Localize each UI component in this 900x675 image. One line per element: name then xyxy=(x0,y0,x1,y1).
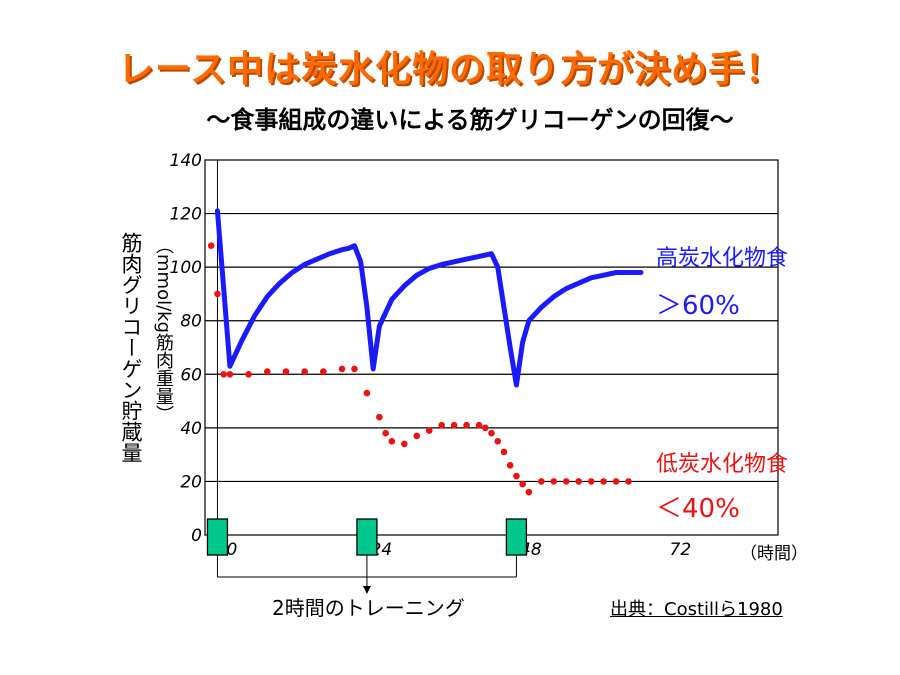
series-low-carb-point-0 xyxy=(207,242,215,250)
chart-grid xyxy=(204,159,779,536)
series-low-carb-point-19 xyxy=(450,421,458,429)
plot-frame xyxy=(204,159,779,536)
series-layer xyxy=(207,208,644,496)
y-tick-80: 80 xyxy=(180,312,202,332)
series-low-carb-point-7 xyxy=(301,368,308,375)
series-low-carb-point-6 xyxy=(282,368,290,375)
y-tick-60: 60 xyxy=(180,365,202,385)
series-low-carb-point-2 xyxy=(220,370,227,378)
series-low-carb-point-3 xyxy=(226,370,234,378)
series-low-carb-point-10 xyxy=(351,365,358,373)
series-low-carb-point-33 xyxy=(575,478,582,485)
series-low-carb-point-13 xyxy=(382,429,389,437)
series-low-carb-point-35 xyxy=(600,478,607,485)
series-low-carb-point-1 xyxy=(214,290,221,298)
training-session-marker-0 xyxy=(206,518,229,556)
series-low-carb-point-8 xyxy=(320,368,327,375)
series-low-carb-point-18 xyxy=(438,421,445,429)
page-title: レース中は炭水化物の取り方が決め手！ xyxy=(117,49,783,90)
series-low-carb-point-22 xyxy=(481,424,489,432)
training-session-marker-1 xyxy=(356,518,378,556)
y-axis-unit: （mmol/kg筋肉重量） xyxy=(153,236,174,423)
training-session-marker-2 xyxy=(505,518,528,556)
series-low-carb-point-36 xyxy=(612,478,620,485)
y-axis-label: 筋肉グリコーゲン貯蔵量 xyxy=(119,232,143,463)
y-tick-40: 40 xyxy=(180,419,202,439)
x-axis-unit: （時間） xyxy=(740,544,808,564)
x-tick-0: 0 xyxy=(226,540,237,560)
series-low-carb-point-12 xyxy=(376,413,383,421)
y-tick-100: 100 xyxy=(170,258,202,278)
series-low-carb-point-24 xyxy=(494,437,502,445)
series-low-carb-point-27 xyxy=(513,472,520,480)
series-low-carb-point-29 xyxy=(525,488,533,496)
y-tick-0: 0 xyxy=(191,526,202,546)
series-low-carb-point-14 xyxy=(388,437,396,445)
legend-low-ratio: ＜40% xyxy=(656,494,740,524)
series-low-carb-point-11 xyxy=(363,389,371,397)
y-tick-20: 20 xyxy=(180,472,202,492)
series-low-carb-point-26 xyxy=(506,462,514,469)
series-high-carb-line xyxy=(214,208,644,388)
series-low-carb-point-9 xyxy=(338,365,346,373)
series-low-carb-point-30 xyxy=(538,478,545,485)
y-tick-120: 120 xyxy=(170,205,202,225)
series-low-carb-point-17 xyxy=(425,427,433,434)
series-low-carb-point-23 xyxy=(488,429,495,437)
series-low-carb-point-20 xyxy=(463,421,470,429)
series-low-carb-point-5 xyxy=(263,368,271,375)
y-tick-labels: 0 20 40 60 80 100 120 140 xyxy=(170,151,202,546)
x-tick-72: 72 xyxy=(670,540,692,560)
series-low-carb-point-31 xyxy=(550,478,558,485)
source-citation: 出典：Costillら1980 xyxy=(610,599,783,620)
series-low-carb-point-32 xyxy=(562,478,570,485)
series-low-carb-point-15 xyxy=(401,440,408,448)
legend-high-name: 高炭水化物食 xyxy=(656,246,789,271)
series-low-carb-point-25 xyxy=(500,448,508,456)
page-subtitle: ～食事組成の違いによる筋グリコーゲンの回復～ xyxy=(206,106,734,134)
training-note: 2時間のトレーニング xyxy=(272,596,465,620)
series-low-carb-point-37 xyxy=(625,478,632,485)
series-low-carb-point-4 xyxy=(245,370,252,378)
y-tick-140: 140 xyxy=(170,151,202,171)
series-low-carb-point-28 xyxy=(519,480,526,488)
training-arrow-head xyxy=(362,586,371,594)
training-markers xyxy=(206,518,528,594)
legend-high-ratio: ＞60% xyxy=(656,291,740,321)
legend-low-name: 低炭水化物食 xyxy=(656,452,789,477)
x-tick-labels: 0 24 48 72 xyxy=(226,540,691,560)
series-low-carb-point-34 xyxy=(587,478,595,485)
series-low-carb-point-21 xyxy=(475,421,483,429)
series-low-carb-point-16 xyxy=(413,432,421,440)
